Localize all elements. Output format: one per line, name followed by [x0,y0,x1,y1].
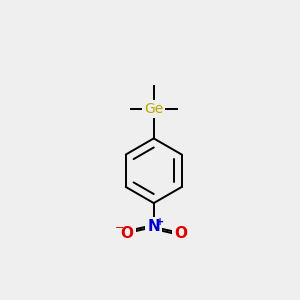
Text: O: O [120,226,133,241]
Text: −: − [114,224,124,233]
Text: +: + [156,217,164,227]
Text: N: N [147,220,160,235]
Text: O: O [174,226,187,241]
Text: Ge: Ge [144,102,164,116]
